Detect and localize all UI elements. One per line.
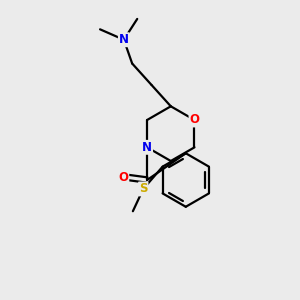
Text: O: O xyxy=(118,170,128,184)
Text: N: N xyxy=(142,141,152,154)
Text: S: S xyxy=(139,182,148,195)
Text: O: O xyxy=(190,113,200,127)
Text: N: N xyxy=(119,33,129,46)
